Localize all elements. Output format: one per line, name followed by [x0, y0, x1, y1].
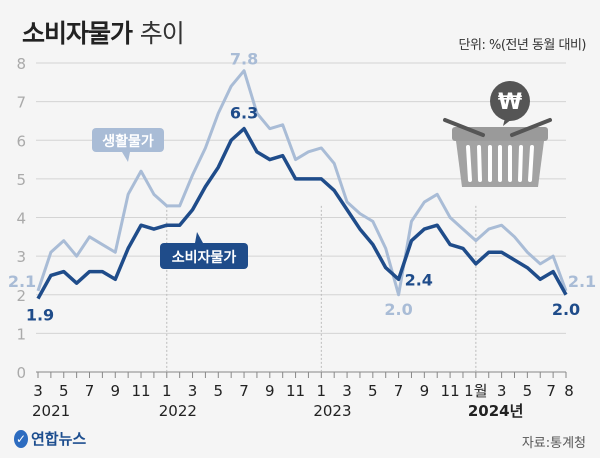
data-label: 2.0 — [552, 300, 580, 319]
legend-life: 생활물가 — [102, 133, 154, 150]
x-tick-label: 3 — [497, 382, 507, 400]
y-tick-label: 6 — [16, 132, 26, 150]
y-tick-label: 2 — [16, 287, 26, 305]
x-tick-label: 3 — [33, 382, 43, 400]
title-main: 소비자물가 — [22, 19, 133, 48]
x-tick-label: 9 — [420, 382, 430, 400]
series-line-cpi — [36, 126, 568, 300]
y-tick-label: 0 — [16, 364, 26, 382]
x-year-label: 2021 — [32, 402, 70, 420]
x-tick-label: 8 — [564, 382, 574, 400]
logo-mark-icon: ✓ — [14, 429, 28, 448]
logo-text: 연합뉴스 — [31, 430, 87, 448]
x-year-label: 2022 — [159, 402, 197, 420]
x-tick-label: 11 — [131, 382, 150, 400]
x-tick-label: 1월 — [464, 382, 487, 400]
data-label: 6.3 — [230, 104, 258, 123]
x-year-label: 2024년 — [468, 402, 524, 420]
x-tick-label: 7 — [546, 382, 556, 400]
chart-title: 소비자물가 추이 — [22, 14, 185, 50]
x-year-label: 2023 — [313, 402, 351, 420]
shopping-basket-won-icon: ₩ — [443, 81, 552, 187]
legend-cpi: 소비자물가 — [172, 250, 237, 266]
x-tick-label: 5 — [214, 382, 224, 400]
y-tick-label: 4 — [16, 210, 26, 228]
data-label: 2.1 — [568, 272, 596, 291]
x-tick-label: 9 — [110, 382, 120, 400]
data-label: 2.0 — [384, 300, 412, 319]
y-tick-label: 5 — [16, 171, 26, 189]
data-label: 7.8 — [230, 50, 258, 69]
y-tick-label: 7 — [16, 94, 26, 112]
unit-label: 단위: %(전년 동월 대비) — [458, 38, 587, 53]
x-tick-label: 7 — [239, 382, 249, 400]
x-tick-label: 5 — [523, 382, 533, 400]
x-tick-label: 3 — [188, 382, 198, 400]
x-tick-label: 7 — [394, 382, 404, 400]
x-tick-label: 3 — [342, 382, 352, 400]
yonhap-logo: ✓ 연합뉴스 — [14, 428, 86, 449]
series-line-life — [36, 69, 568, 297]
x-tick-label: 9 — [265, 382, 275, 400]
source-label: 자료:통계청 — [521, 436, 586, 451]
y-tick-label: 8 — [16, 55, 26, 73]
svg-text:₩: ₩ — [498, 90, 522, 115]
x-tick-label: 5 — [59, 382, 69, 400]
x-tick-label: 5 — [368, 382, 378, 400]
y-tick-label: 1 — [16, 325, 26, 343]
data-label: 1.9 — [26, 306, 54, 325]
x-tick-label: 11 — [441, 382, 460, 400]
callout-life: 생활물가 — [92, 128, 164, 162]
x-tick-label: 1 — [317, 382, 327, 400]
x-tick-label: 1 — [162, 382, 172, 400]
callout-cpi: 소비자물가 — [160, 232, 248, 269]
title-sub: 추이 — [139, 19, 185, 48]
data-label: 2.1 — [8, 272, 36, 291]
x-tick-label: 7 — [85, 382, 95, 400]
data-label: 2.4 — [405, 270, 433, 289]
y-tick-label: 3 — [16, 248, 26, 266]
x-tick-label: 11 — [286, 382, 305, 400]
